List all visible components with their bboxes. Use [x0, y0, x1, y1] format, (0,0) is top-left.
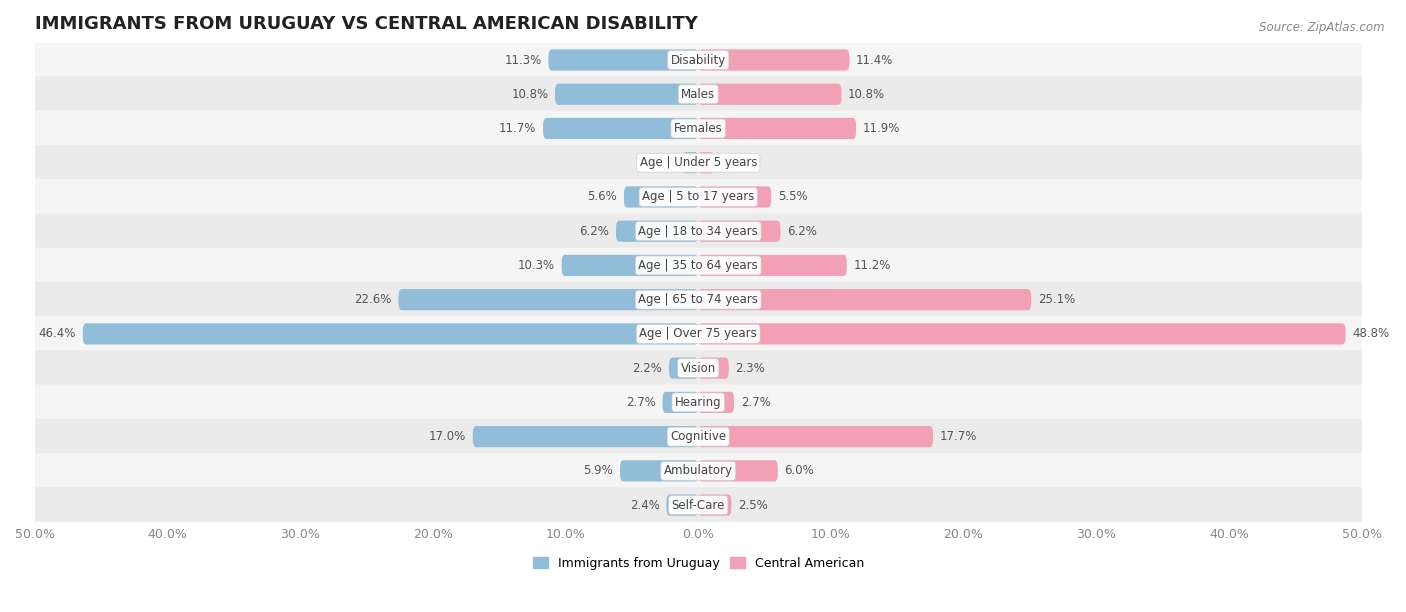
Text: Age | 65 to 74 years: Age | 65 to 74 years — [638, 293, 758, 306]
Text: 2.5%: 2.5% — [738, 499, 768, 512]
Text: 10.3%: 10.3% — [517, 259, 555, 272]
Text: Cognitive: Cognitive — [671, 430, 727, 443]
Legend: Immigrants from Uruguay, Central American: Immigrants from Uruguay, Central America… — [529, 553, 868, 573]
Text: 5.9%: 5.9% — [583, 465, 613, 477]
Text: Age | 5 to 17 years: Age | 5 to 17 years — [643, 190, 755, 203]
Text: Age | 18 to 34 years: Age | 18 to 34 years — [638, 225, 758, 237]
FancyBboxPatch shape — [35, 42, 1362, 78]
FancyBboxPatch shape — [398, 289, 699, 310]
FancyBboxPatch shape — [699, 426, 934, 447]
FancyBboxPatch shape — [669, 357, 699, 379]
FancyBboxPatch shape — [35, 76, 1362, 112]
Text: 11.2%: 11.2% — [853, 259, 891, 272]
FancyBboxPatch shape — [472, 426, 699, 447]
FancyBboxPatch shape — [699, 494, 731, 516]
FancyBboxPatch shape — [35, 282, 1362, 318]
Text: 17.0%: 17.0% — [429, 430, 467, 443]
FancyBboxPatch shape — [699, 392, 734, 413]
Text: 2.3%: 2.3% — [735, 362, 765, 375]
Text: 6.2%: 6.2% — [579, 225, 609, 237]
Text: 11.7%: 11.7% — [499, 122, 537, 135]
Text: 10.8%: 10.8% — [848, 88, 886, 101]
Text: 2.2%: 2.2% — [633, 362, 662, 375]
FancyBboxPatch shape — [35, 453, 1362, 488]
Text: 2.7%: 2.7% — [626, 396, 655, 409]
FancyBboxPatch shape — [699, 289, 1031, 310]
FancyBboxPatch shape — [682, 152, 699, 173]
Text: 22.6%: 22.6% — [354, 293, 392, 306]
Text: Females: Females — [673, 122, 723, 135]
Text: 5.5%: 5.5% — [778, 190, 807, 203]
FancyBboxPatch shape — [666, 494, 699, 516]
FancyBboxPatch shape — [548, 50, 699, 70]
Text: 1.2%: 1.2% — [645, 156, 676, 170]
Text: IMMIGRANTS FROM URUGUAY VS CENTRAL AMERICAN DISABILITY: IMMIGRANTS FROM URUGUAY VS CENTRAL AMERI… — [35, 15, 697, 33]
Text: Age | 35 to 64 years: Age | 35 to 64 years — [638, 259, 758, 272]
FancyBboxPatch shape — [35, 419, 1362, 455]
Text: 5.6%: 5.6% — [588, 190, 617, 203]
FancyBboxPatch shape — [616, 220, 699, 242]
FancyBboxPatch shape — [620, 460, 699, 482]
FancyBboxPatch shape — [35, 487, 1362, 523]
Text: Ambulatory: Ambulatory — [664, 465, 733, 477]
Text: Age | Over 75 years: Age | Over 75 years — [640, 327, 756, 340]
FancyBboxPatch shape — [35, 111, 1362, 146]
Text: Hearing: Hearing — [675, 396, 721, 409]
Text: Source: ZipAtlas.com: Source: ZipAtlas.com — [1260, 21, 1385, 34]
Text: 10.8%: 10.8% — [512, 88, 548, 101]
FancyBboxPatch shape — [662, 392, 699, 413]
Text: 11.4%: 11.4% — [856, 53, 893, 67]
FancyBboxPatch shape — [699, 84, 842, 105]
FancyBboxPatch shape — [699, 186, 772, 207]
FancyBboxPatch shape — [699, 255, 846, 276]
Text: 2.7%: 2.7% — [741, 396, 770, 409]
Text: Self-Care: Self-Care — [672, 499, 725, 512]
FancyBboxPatch shape — [699, 323, 1346, 345]
Text: 17.7%: 17.7% — [939, 430, 977, 443]
Text: 48.8%: 48.8% — [1353, 327, 1389, 340]
Text: 1.2%: 1.2% — [721, 156, 751, 170]
FancyBboxPatch shape — [699, 118, 856, 139]
FancyBboxPatch shape — [555, 84, 699, 105]
FancyBboxPatch shape — [699, 152, 714, 173]
FancyBboxPatch shape — [624, 186, 699, 207]
FancyBboxPatch shape — [699, 220, 780, 242]
Text: 6.2%: 6.2% — [787, 225, 817, 237]
Text: 6.0%: 6.0% — [785, 465, 814, 477]
Text: Males: Males — [681, 88, 716, 101]
Text: 2.4%: 2.4% — [630, 499, 659, 512]
FancyBboxPatch shape — [699, 50, 849, 70]
Text: Vision: Vision — [681, 362, 716, 375]
FancyBboxPatch shape — [35, 350, 1362, 386]
FancyBboxPatch shape — [35, 179, 1362, 215]
FancyBboxPatch shape — [83, 323, 699, 345]
FancyBboxPatch shape — [35, 214, 1362, 249]
Text: Age | Under 5 years: Age | Under 5 years — [640, 156, 756, 170]
FancyBboxPatch shape — [543, 118, 699, 139]
FancyBboxPatch shape — [35, 145, 1362, 181]
Text: 46.4%: 46.4% — [39, 327, 76, 340]
FancyBboxPatch shape — [699, 460, 778, 482]
FancyBboxPatch shape — [699, 357, 728, 379]
Text: 11.9%: 11.9% — [863, 122, 900, 135]
FancyBboxPatch shape — [35, 384, 1362, 420]
Text: 11.3%: 11.3% — [505, 53, 541, 67]
Text: Disability: Disability — [671, 53, 725, 67]
FancyBboxPatch shape — [35, 316, 1362, 352]
Text: 25.1%: 25.1% — [1038, 293, 1076, 306]
FancyBboxPatch shape — [561, 255, 699, 276]
FancyBboxPatch shape — [35, 248, 1362, 283]
